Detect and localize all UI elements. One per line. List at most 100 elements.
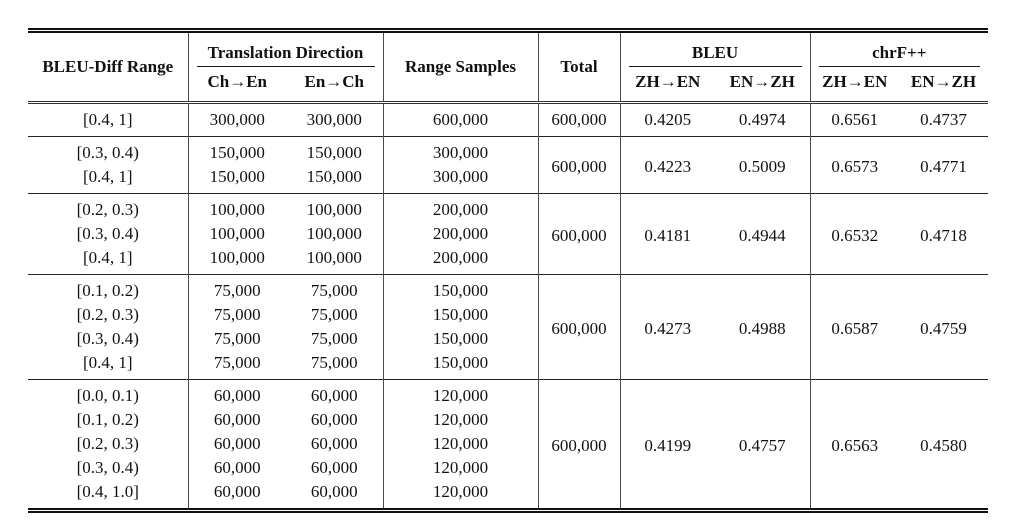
ch-en-samples-cell: 60,000 [187,408,286,432]
range-samples-cell: 120,000 [382,480,538,508]
range-samples-cell: 120,000 [382,456,538,480]
range-cell: [0.4, 1] [82,248,133,267]
header-translation-direction: Translation Direction [187,33,383,67]
total-cell: 600,000 [537,274,620,380]
range-samples-cell: 200,000 [382,246,538,275]
chrf-en-zh-cell: 0.4771 [920,157,967,176]
en-ch-samples-cell: 60,000 [310,434,358,453]
table-row: [0.3, 0.4) 75,000 75,000 150,000 [28,327,988,351]
en-ch-samples-cell: 75,000 [310,353,358,372]
header-chrf-zh-to-en: ZH→EN [809,67,900,103]
ch-en-samples-cell: 75,000 [187,351,286,380]
table-row: [0.0, 0.1) 60,000 60,000 120,000 600,000 0.41… [28,379,988,508]
table-row: [0.1, 0.2) 75,000 75,000 150,000 600,000 0.42… [28,274,988,380]
en-ch-samples-cell: 75,000 [310,305,358,324]
total-cell: 600,000 [537,379,620,508]
bleu-zh-en-cell: 0.4205 [619,102,715,137]
header-range-samples: Range Samples [382,33,538,103]
results-table-container: BLEU-Diff Range Translation Direction Ra… [28,28,989,513]
range-cell: [0.2, 0.3) [76,305,139,324]
header-bleu-diff-range: BLEU-Diff Range [42,57,174,76]
range-cell: [0.4, 1.0] [76,482,139,501]
range-cell: [0.1, 0.2) [76,410,139,429]
range-cell: [0.4, 1] [82,353,133,372]
bleu-zh-en-cell: 0.4273 [619,274,715,380]
header-bleu-en-to-zh: EN→ZH [729,72,795,91]
table-bottom-rule [28,508,988,513]
range-samples-cell: 150,000 [382,351,538,380]
range-samples-cell: 300,000 [382,165,538,194]
table-row: [0.3, 0.4) 150,000 150,000 300,000 600,000 0.… [28,136,988,194]
table-row: [0.2, 0.3) 75,000 75,000 150,000 [28,303,988,327]
header-row-groups: BLEU-Diff Range Translation Direction Ra… [28,33,989,103]
ch-en-samples-cell: 75,000 [187,274,286,303]
en-ch-samples-cell: 60,000 [310,482,358,501]
ch-en-samples-cell: 60,000 [187,480,286,508]
bleu-cmidrule: BLEU [628,38,802,67]
ch-en-samples-cell: 150,000 [187,165,286,194]
header-bleu-label: BLEU [691,43,739,62]
chrf-zh-en-cell: 0.6561 [809,102,900,137]
ch-en-samples-cell: 60,000 [187,456,286,480]
header-chrf-en-to-zh: EN→ZH [910,72,977,91]
en-ch-samples-cell: 75,000 [310,281,358,300]
bleu-zh-en-cell: 0.4181 [619,193,715,275]
table-row: [0.4, 1] 150,000 150,000 300,000 [28,165,988,194]
header-bleu-zh-to-en: ZH→EN [619,67,715,103]
table-header: BLEU-Diff Range Translation Direction Ra… [28,33,989,103]
en-ch-samples-cell: 100,000 [306,224,362,243]
en-ch-samples-cell: 100,000 [306,200,362,219]
bleu-en-zh-cell: 0.4944 [738,226,786,245]
chrf-en-zh-cell: 0.4718 [920,226,967,245]
table-row: [0.2, 0.3) 100,000 100,000 200,000 600,000 0.… [28,193,988,275]
bleu-en-zh-cell: 0.4757 [738,436,786,455]
range-cell: [0.3, 0.4) [76,143,139,162]
ch-en-samples-cell: 60,000 [187,379,286,408]
table-row: [0.4, 1] 100,000 100,000 200,000 [28,246,988,275]
range-cell: [0.4, 1] [82,167,133,186]
en-ch-samples-cell: 150,000 [306,143,362,162]
ch-en-samples-cell: 60,000 [187,432,286,456]
chrf-cmidrule: chrF++ [818,38,981,67]
range-cell: [0.1, 0.2) [76,281,139,300]
total-cell: 600,000 [537,193,620,275]
range-samples-cell: 200,000 [382,222,538,246]
row-group-2: [0.3, 0.4) 150,000 150,000 300,000 600,000 0.… [28,136,989,194]
bleu-zh-en-cell: 0.4223 [619,136,715,194]
range-cell: [0.3, 0.4) [76,329,139,348]
chrf-en-zh-cell: 0.4580 [920,436,967,455]
bleu-en-zh-cell: 0.4988 [738,319,786,338]
header-bleu: BLEU [619,33,811,67]
range-cell: [0.2, 0.3) [76,200,139,219]
ch-en-samples-cell: 75,000 [187,303,286,327]
row-group-1: [0.4, 1] 300,000 300,000 600,000 600,000 0.42… [28,102,988,137]
range-samples-cell: 150,000 [382,327,538,351]
range-samples-cell: 600,000 [382,102,538,137]
header-ch-to-en: Ch→En [187,67,286,103]
row-group-5: [0.0, 0.1) 60,000 60,000 120,000 600,000 0.41… [28,379,989,508]
en-ch-samples-cell: 150,000 [306,167,362,186]
chrf-en-zh-cell: 0.4759 [920,319,967,338]
ch-en-samples-cell: 300,000 [187,102,286,137]
range-cell: [0.3, 0.4) [76,458,139,477]
range-samples-cell: 200,000 [382,193,538,222]
en-ch-samples-cell: 300,000 [306,110,362,129]
en-ch-samples-cell: 100,000 [306,248,362,267]
ch-en-samples-cell: 100,000 [187,222,286,246]
range-cell: [0.4, 1] [82,110,133,129]
ch-en-samples-cell: 100,000 [187,193,286,222]
en-ch-samples-cell: 60,000 [310,386,358,405]
ch-en-samples-cell: 100,000 [187,246,286,275]
chrf-zh-en-cell: 0.6573 [809,136,900,194]
row-group-4: [0.1, 0.2) 75,000 75,000 150,000 600,000 0.42… [28,274,989,380]
header-chrf: chrF++ [809,33,989,67]
chrf-zh-en-cell: 0.6563 [809,379,900,508]
row-group-3: [0.2, 0.3) 100,000 100,000 200,000 600,000 0.… [28,193,989,275]
range-samples-cell: 150,000 [382,303,538,327]
en-ch-samples-cell: 75,000 [310,329,358,348]
table-row: [0.3, 0.4) 100,000 100,000 200,000 [28,222,988,246]
range-cell: [0.2, 0.3) [76,434,139,453]
header-en-to-ch: En→Ch [304,72,365,91]
chrf-en-zh-cell: 0.4737 [920,110,967,129]
range-cell: [0.3, 0.4) [76,224,139,243]
